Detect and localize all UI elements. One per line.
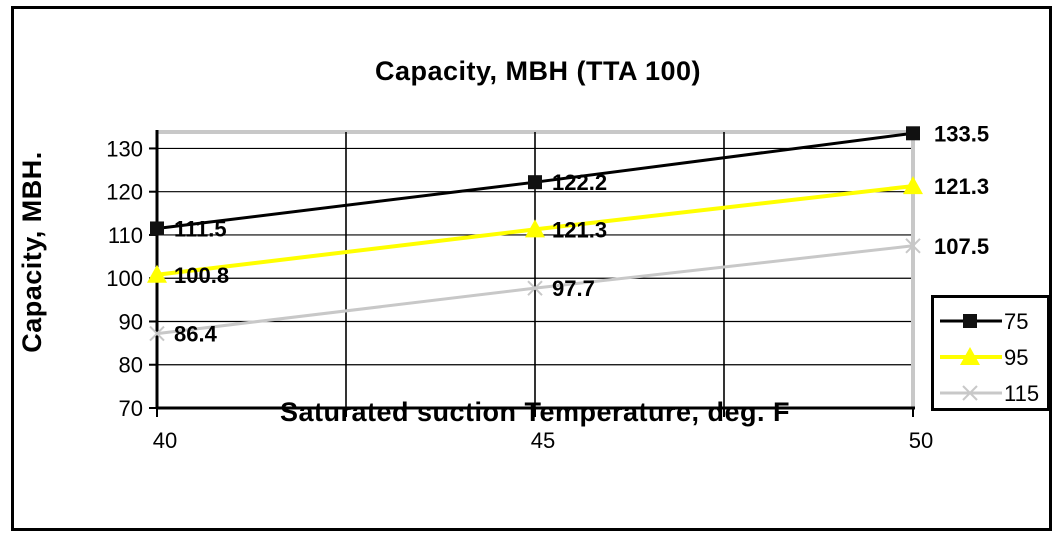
point-75-40 — [150, 221, 164, 236]
y-tick-label-130: 130 — [106, 136, 143, 161]
data-label-75-50: 133.5 — [934, 121, 989, 146]
y-tick-label-90: 90 — [119, 309, 143, 334]
legend-item-115: 115 — [934, 378, 1044, 408]
legend-label-95: 95 — [1004, 345, 1029, 370]
legend-label-75: 75 — [1004, 309, 1029, 334]
x-tick-label-50: 50 — [909, 428, 933, 453]
data-label-75-45: 122.2 — [552, 170, 607, 195]
y-tick-label-120: 120 — [106, 180, 143, 205]
point-75-50 — [906, 126, 920, 141]
point-95-50 — [903, 176, 923, 195]
x-tick-label-40: 40 — [153, 428, 177, 453]
legend-marker-115 — [940, 385, 1002, 401]
y-tick-label-100: 100 — [106, 266, 143, 291]
point-115-50 — [905, 238, 921, 254]
point-75-45 — [528, 175, 542, 190]
data-label-115-40: 86.4 — [174, 322, 218, 347]
legend-label-115: 115 — [1004, 381, 1040, 406]
y-tick-label-110: 110 — [108, 223, 143, 248]
legend-item-75: 75 — [934, 306, 1044, 336]
data-label-95-50: 121.3 — [934, 174, 989, 199]
y-tick-label-70: 70 — [119, 396, 143, 421]
chart-legend: 75 95 115 — [931, 295, 1050, 411]
data-label-95-40: 100.8 — [174, 263, 229, 288]
point-95-45 — [525, 219, 545, 238]
chart-title: Capacity, MBH (TTA 100) — [374, 56, 702, 86]
data-label-115-50: 107.5 — [934, 234, 989, 259]
data-label-95-45: 121.3 — [552, 217, 607, 242]
x-tick-label-45: 45 — [531, 428, 555, 453]
legend-marker-75 — [940, 314, 1002, 328]
data-label-115-45: 97.7 — [552, 276, 595, 301]
data-label-75-40: 111.5 — [174, 216, 227, 241]
point-95-40 — [147, 264, 167, 283]
legend-item-95: 95 — [934, 342, 1044, 372]
point-115-45 — [527, 280, 543, 296]
point-115-40 — [149, 325, 165, 342]
chart-frame — [11, 6, 1052, 531]
y-tick-label-80: 80 — [119, 353, 143, 378]
legend-marker-95 — [940, 347, 1002, 365]
